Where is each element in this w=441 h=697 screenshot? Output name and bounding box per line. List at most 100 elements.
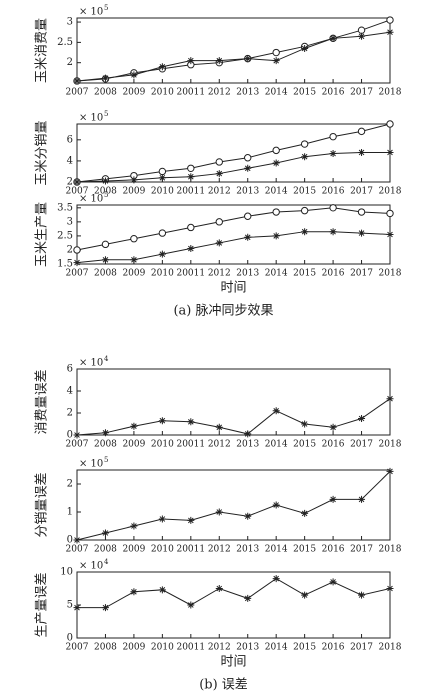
marker-star	[386, 585, 394, 592]
x-tick-label: 2013	[236, 88, 259, 98]
x-tick-label: 2012	[208, 545, 231, 555]
marker-star	[73, 604, 81, 612]
marker-star	[386, 28, 394, 36]
marker-star	[272, 159, 280, 167]
y-axis-label: 玉米分销量	[35, 120, 50, 185]
series-line	[77, 578, 391, 609]
x-tick-label: 2017	[350, 643, 373, 653]
x-tick-label: 2016	[322, 269, 345, 279]
marker-star	[244, 164, 252, 172]
y-tick-label: 4	[67, 155, 73, 166]
y-tick-label: 1	[67, 507, 73, 518]
y-tick-label: 4	[67, 386, 73, 397]
marker-star	[73, 77, 81, 85]
marker-star	[215, 508, 223, 516]
x-tick-label: 2007	[66, 88, 89, 98]
plot-frame	[76, 368, 391, 436]
y-tick-label: 0	[67, 535, 73, 546]
marker-circle	[101, 240, 110, 249]
axis-multiplier-exponent: 4	[104, 355, 109, 363]
y-axis-label: 玉米生产量	[35, 202, 50, 267]
axis-multiplier-exponent: 5	[104, 191, 108, 199]
marker-star	[386, 148, 394, 156]
axis-multiplier: × 10	[79, 7, 103, 18]
marker-star	[158, 515, 166, 523]
marker-star	[130, 176, 138, 184]
y-tick-label: 3	[67, 216, 73, 227]
axis-multiplier-exponent: 5	[104, 4, 108, 12]
marker-star	[244, 512, 252, 520]
x-tick-label: 20011	[176, 643, 205, 653]
marker-star	[301, 44, 309, 52]
x-tick-label: 2016	[322, 545, 345, 555]
y-axis-label: 生产量误差	[35, 572, 50, 637]
y-tick-label: 3.5	[57, 202, 73, 213]
marker-circle	[386, 209, 394, 218]
marker-circle	[158, 167, 167, 176]
y-tick-label: 10	[60, 567, 73, 578]
x-tick-label: 2009	[122, 545, 145, 555]
y-tick-label: 2	[67, 479, 73, 490]
y-tick-label: 5	[67, 600, 73, 611]
x-tick-label: 2018	[379, 187, 402, 197]
marker-star	[272, 232, 280, 240]
marker-circle	[357, 208, 366, 216]
y-tick-label: 2	[67, 408, 73, 419]
marker-star	[329, 34, 337, 42]
marker-star	[272, 575, 280, 583]
x-tick-label: 2010	[151, 643, 174, 653]
marker-star	[272, 57, 280, 65]
x-tick-label: 2015	[293, 643, 316, 653]
marker-star	[386, 467, 394, 475]
marker-star	[158, 63, 166, 71]
x-tick-label: 2010	[151, 269, 174, 279]
series-line	[76, 123, 391, 183]
marker-star	[73, 178, 81, 186]
y-tick-label: 2	[67, 244, 73, 255]
marker-star	[358, 415, 366, 422]
marker-star	[272, 407, 280, 415]
x-tick-label: 2007	[66, 545, 89, 555]
x-tick-label: 2017	[350, 545, 373, 555]
marker-star	[358, 591, 366, 599]
marker-circle	[272, 48, 280, 57]
marker-star	[301, 591, 309, 599]
y-tick-label: 6	[67, 134, 73, 145]
x-tick-label: 20011	[176, 269, 205, 279]
x-tick-label: 2012	[208, 88, 231, 98]
marker-star	[329, 495, 337, 503]
x-tick-label: 2014	[265, 88, 288, 98]
marker-star	[215, 170, 223, 178]
marker-star	[73, 259, 81, 267]
x-tick-label: 2014	[265, 545, 288, 555]
marker-star	[187, 57, 195, 65]
x-tick-label: 2016	[322, 88, 345, 98]
marker-circle	[215, 218, 223, 226]
x-tick-label: 20011	[176, 440, 205, 450]
x-tick-label: 2016	[322, 187, 345, 197]
marker-star	[73, 431, 81, 439]
marker-star	[358, 32, 366, 40]
x-tick-label: 20011	[176, 187, 205, 197]
axis-multiplier: × 10	[79, 194, 103, 205]
marker-star	[101, 529, 109, 537]
x-tick-label: 2010	[151, 545, 174, 555]
marker-star	[329, 150, 337, 158]
caption: (b) 误差	[199, 678, 248, 693]
marker-star	[130, 522, 138, 530]
x-tick-label: 2013	[236, 643, 259, 653]
y-tick-label: 0	[67, 430, 73, 441]
x-tick-label: 2013	[236, 269, 259, 279]
x-tick-label: 2010	[151, 187, 174, 197]
x-tick-label: 2008	[94, 440, 117, 450]
x-tick-label: 2012	[208, 440, 231, 450]
series-line	[76, 31, 391, 82]
marker-star	[158, 586, 166, 594]
x-tick-label: 20011	[176, 88, 205, 98]
x-tick-label: 2014	[265, 269, 288, 279]
plot-frame	[76, 17, 391, 84]
marker-star	[386, 395, 394, 403]
x-tick-label: 2007	[66, 269, 89, 279]
marker-star	[101, 74, 109, 82]
series-line	[76, 151, 390, 183]
